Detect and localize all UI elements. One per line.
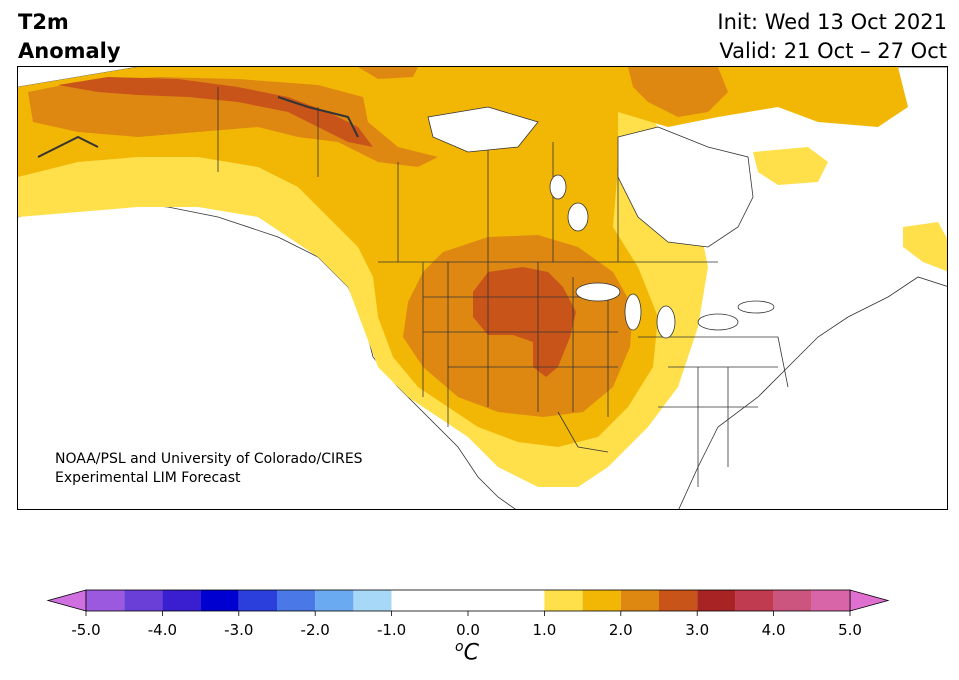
colorbar-tick-label: 0.0: [456, 621, 480, 639]
init-date: Init: Wed 13 Oct 2021: [717, 10, 947, 34]
colorbar-extend-high: [849, 589, 890, 612]
colorbar-extend-low: [46, 589, 87, 612]
colorbar-bin-3: [200, 590, 239, 611]
hudson-bay: [617, 126, 754, 248]
colorbar: -5.0 -4.0 -3.0 -2.0 -1.0 0.0 1.0 2.0 3.0 4.0 5.0 o…: [0, 585, 959, 680]
forecast-dates: Init: Wed 13 Oct 2021 Valid: 21 Oct – 27…: [717, 8, 947, 66]
anomaly-region-level-1-east: [753, 147, 828, 185]
colorbar-bin-0: [86, 590, 125, 611]
credit-line-1: NOAA/PSL and University of Colorado/CIRE…: [55, 451, 363, 467]
colorbar-bin-7: [353, 590, 392, 611]
colorbar-bin-1: [124, 590, 163, 611]
colorbar-tick-label: 4.0: [761, 621, 786, 639]
lakes: [549, 174, 775, 339]
colorbar-tick-label: 5.0: [838, 621, 862, 639]
unit-degree: o: [455, 639, 464, 655]
anomaly-region-level-3-arctic: [358, 67, 418, 79]
arctic-water: [427, 106, 539, 153]
credit-line-2: Experimental LIM Forecast: [55, 470, 241, 486]
map-panel: [17, 66, 948, 510]
colorbar-bin-14: [697, 590, 736, 611]
colorbar-unit-label: oC: [455, 639, 479, 665]
colorbar-bin-15: [735, 590, 774, 611]
unit-c: C: [463, 640, 479, 666]
colorbar-tick-label: 3.0: [685, 621, 710, 639]
title-line-1: T2m: [18, 10, 69, 34]
colorbar-bin-10: [544, 590, 583, 611]
anomaly-region-level-2-arctic: [348, 67, 908, 127]
anomaly-region-level-1-nova: [903, 222, 947, 272]
colorbar-tick-label: 2.0: [608, 621, 633, 639]
anomaly-region-level-4-north: [58, 77, 373, 147]
rivers: [37, 96, 359, 158]
colorbar-bin-6: [315, 590, 354, 611]
anomaly-map: [18, 67, 947, 509]
valid-date-range: Valid: 21 Oct – 27 Oct: [719, 39, 947, 63]
credit-text: NOAA/PSL and University of Colorado/CIRE…: [55, 450, 363, 488]
colorbar-bin-12: [620, 590, 659, 611]
colorbar-tick-label: -2.0: [300, 621, 330, 639]
colorbar-tick-label: -1.0: [376, 621, 407, 639]
colorbar-tick-label: -5.0: [71, 621, 101, 639]
colorbar-bin-17: [811, 590, 850, 611]
colorbar-bin-8: [391, 590, 468, 611]
colorbar-bin-16: [773, 590, 812, 611]
colorbar-bin-11: [582, 590, 621, 611]
colorbar-bin-2: [162, 590, 201, 611]
colorbar-bin-5: [277, 590, 316, 611]
anomaly-region-level-3-arctic-2: [628, 67, 728, 117]
title-line-2: Anomaly: [18, 39, 121, 63]
colorbar-tick-label: -4.0: [147, 621, 178, 639]
colorbar-bin-9: [468, 590, 545, 611]
colorbar-tick-label: -3.0: [224, 621, 254, 639]
political-boundaries: [217, 87, 789, 487]
anomaly-region-level-3-north: [28, 77, 438, 167]
colorbar-tick-label: 1.0: [532, 621, 557, 639]
colorbar-bin-4: [238, 590, 277, 611]
anomaly-region-level-4-central: [473, 267, 576, 377]
map-title: T2m Anomaly: [18, 8, 121, 66]
colorbar-bar: [46, 589, 890, 616]
colorbar-bin-13: [659, 590, 698, 611]
